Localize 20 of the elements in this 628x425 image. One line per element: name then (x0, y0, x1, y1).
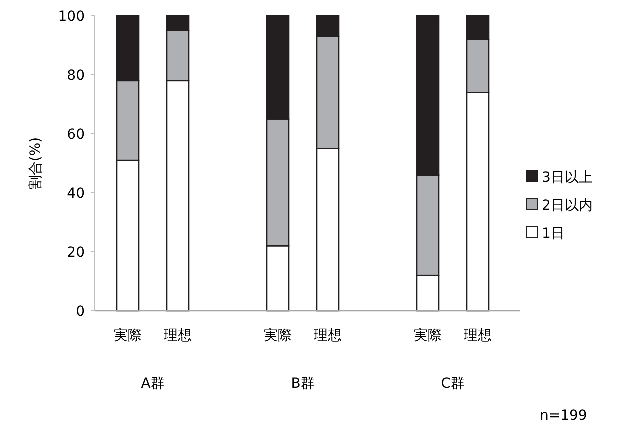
y-axis-title: 割合(%) (28, 137, 44, 190)
text: C群 (441, 376, 465, 392)
x-tick-label: 理想 (164, 328, 192, 344)
legend-label: 3日以上 (542, 170, 593, 186)
text: n=199 (540, 408, 588, 424)
y-tick-label: 40 (67, 186, 85, 202)
x-tick-label: 実際 (264, 328, 292, 344)
legend-label: 1日 (542, 226, 565, 242)
y-tick-label: 20 (67, 245, 85, 261)
x-tick-label: 実際 (414, 328, 442, 344)
y-tick-label: 80 (67, 68, 85, 84)
x-tick-label: 理想 (314, 328, 342, 344)
legend-label: 2日以内 (542, 198, 593, 214)
text: A群 (141, 376, 165, 392)
y-tick-label: 0 (76, 304, 85, 320)
y-tick-label: 100 (58, 9, 85, 25)
text: B群 (291, 376, 315, 392)
x-tick-label: 実際 (114, 328, 142, 344)
y-tick-label: 60 (67, 127, 85, 143)
x-tick-label: 理想 (464, 328, 492, 344)
